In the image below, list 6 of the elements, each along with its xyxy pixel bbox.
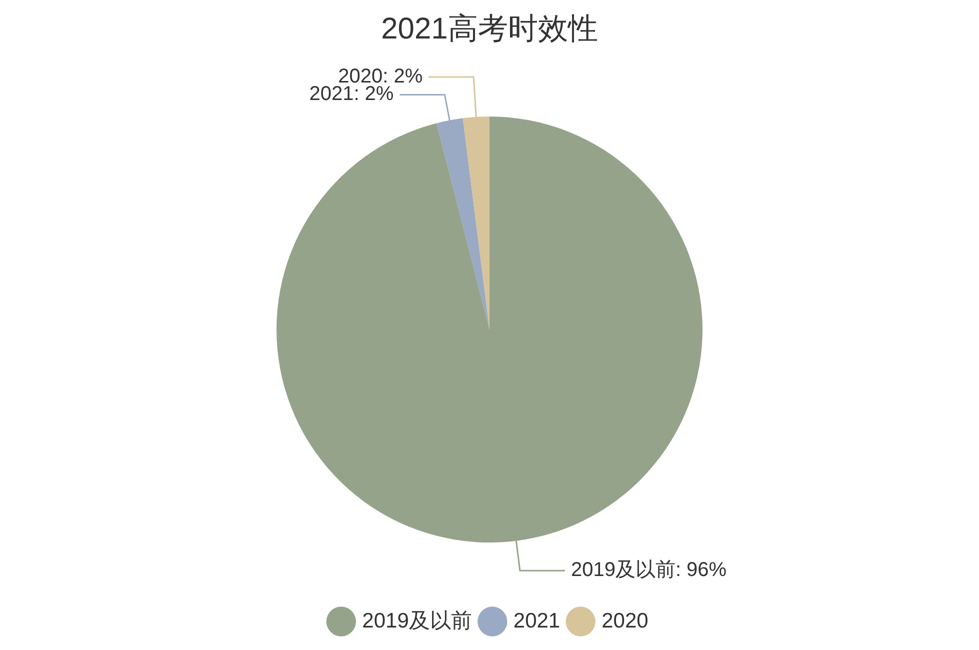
legend-label: 2021 [513, 609, 560, 632]
legend-label: 2020 [602, 609, 648, 632]
data-label: 2021: 2% [309, 83, 394, 106]
data-label: 2019及以前: 96% [570, 559, 727, 582]
chart-title: 2021高考时效性 [381, 12, 598, 46]
legend-label: 2019及以前 [362, 609, 472, 632]
